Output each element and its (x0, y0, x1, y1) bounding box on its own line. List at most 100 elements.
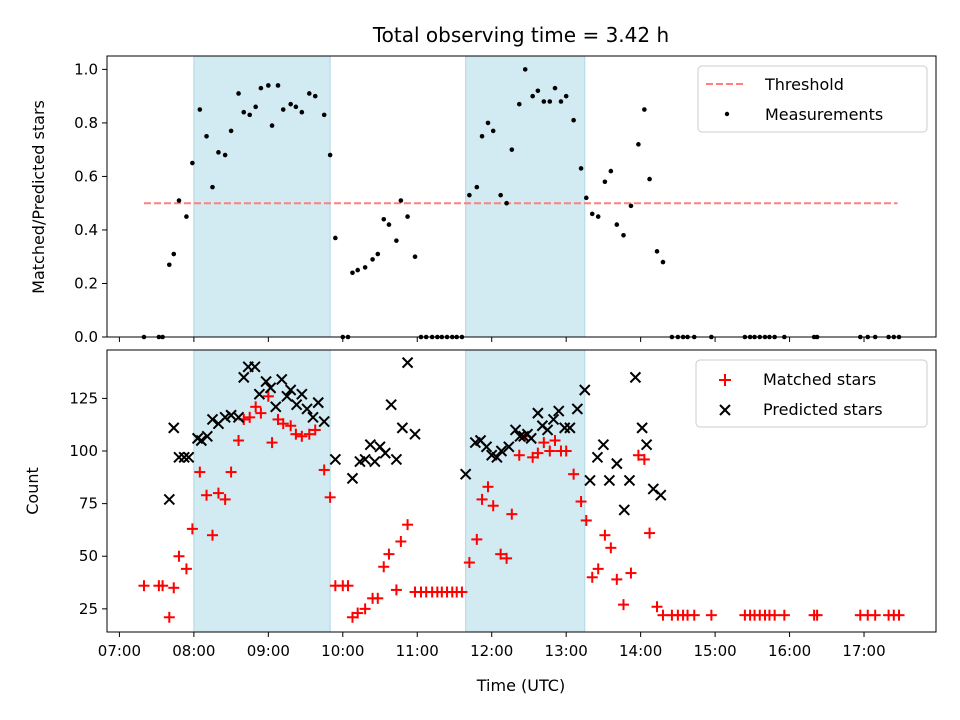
matched-point (560, 445, 572, 457)
y-tick-label: 1.0 (74, 60, 98, 78)
predicted-point (390, 453, 403, 466)
bottom-x-ticks: 07:00 08:00 09:00 10:00 11:00 12:00 13:00 14:00… (98, 632, 886, 660)
matched-point (324, 491, 336, 503)
predicted-point (558, 422, 571, 434)
predicted-point (346, 472, 359, 485)
measurement-point (269, 123, 275, 128)
predicted-point (238, 371, 250, 384)
measurement-point (485, 120, 491, 126)
x-tick-label: 12:00 (470, 642, 513, 660)
matched-point (168, 582, 180, 594)
y-tick-label: 100 (69, 442, 98, 460)
predicted-point (270, 401, 282, 413)
measurement-point (216, 150, 221, 155)
measurement-point (280, 107, 286, 112)
matched-stars-series (138, 390, 905, 623)
measurement-point (660, 259, 666, 265)
measurement-point (608, 168, 614, 174)
measurement-point (386, 222, 392, 227)
measurement-point (504, 200, 509, 206)
bottom-legend-box (695, 359, 928, 428)
y-tick-label: 75 (79, 495, 98, 513)
matched-point (605, 542, 617, 554)
measurement-point (614, 222, 620, 227)
matched-point (225, 466, 237, 478)
bottom-legend: Matched stars Predicted stars (695, 359, 928, 428)
top-shaded-intervals (193, 55, 586, 338)
x-tick-label: 08:00 (172, 642, 215, 660)
matched-point (476, 493, 488, 505)
predicted-point (525, 432, 537, 445)
matched-point (893, 609, 905, 621)
predicted-point (629, 371, 642, 384)
matched-point (285, 420, 297, 432)
measurement-point (479, 133, 485, 139)
predicted-point (253, 388, 266, 400)
matched-point (513, 449, 525, 461)
measurement-point (306, 91, 312, 96)
matched-point (769, 609, 781, 621)
measurement-point (522, 67, 528, 72)
predicted-point (249, 361, 261, 373)
measurement-point (467, 192, 472, 198)
legend-threshold-label: Threshold (764, 75, 844, 94)
x-tick-label: 10:00 (321, 642, 364, 660)
measurement-point (398, 198, 404, 203)
predicted-point (401, 356, 414, 369)
matched-point (638, 453, 650, 465)
predicted-point (579, 384, 591, 396)
x-tick-label: 17:00 (842, 642, 885, 660)
predicted-point (491, 451, 503, 464)
matched-point (206, 529, 218, 541)
matched-point (277, 418, 289, 430)
measurement-point (275, 83, 281, 88)
top-panel: 0.0 0.2 0.4 0.6 0.8 1.0 Matched/Predicted sta… (29, 55, 937, 346)
predicted-point (571, 403, 584, 415)
measurement-point (299, 109, 305, 115)
matched-point (180, 563, 192, 575)
measurement-point (176, 198, 182, 203)
measurement-point (628, 203, 634, 209)
y-tick-label: 0.4 (74, 221, 98, 239)
measurement-point (547, 99, 553, 104)
matched-point (296, 430, 308, 442)
measurement-point (333, 235, 338, 241)
matched-point (544, 445, 556, 457)
top-y-axis-label: Matched/Predicted stars (29, 100, 48, 294)
matched-point (138, 580, 150, 592)
shaded-interval (465, 349, 586, 633)
predicted-point (178, 451, 190, 464)
predicted-point (480, 441, 493, 453)
bottom-shaded-intervals (193, 349, 586, 633)
predicted-point (547, 413, 560, 426)
legend-predicted-label: Predicted stars (763, 400, 883, 419)
matched-point (163, 611, 175, 623)
measurement-point (204, 133, 209, 139)
measurement-point (228, 128, 234, 134)
matched-point (495, 548, 507, 560)
measurement-point (636, 142, 641, 147)
measurement-point (184, 214, 189, 219)
x-tick-label: 11:00 (396, 642, 439, 660)
matched-point (359, 603, 371, 615)
matched-point (501, 552, 513, 564)
matched-point (352, 607, 364, 619)
predicted-point (301, 403, 313, 415)
matched-point (219, 493, 231, 505)
matched-point (575, 496, 587, 508)
predicted-point (364, 438, 377, 451)
measurement-point (293, 104, 299, 110)
matched-point (611, 573, 623, 585)
predicted-point (195, 434, 208, 447)
measurement-point (571, 117, 576, 123)
measurement-point (642, 107, 647, 112)
matched-point (255, 407, 267, 419)
matched-point (456, 586, 468, 598)
x-axis-label: Time (UTC) (476, 676, 565, 695)
measurement-point (552, 85, 558, 91)
matched-point (482, 481, 494, 493)
matched-point (157, 580, 169, 592)
y-tick-label: 0.0 (74, 328, 98, 346)
matched-point (390, 584, 402, 596)
